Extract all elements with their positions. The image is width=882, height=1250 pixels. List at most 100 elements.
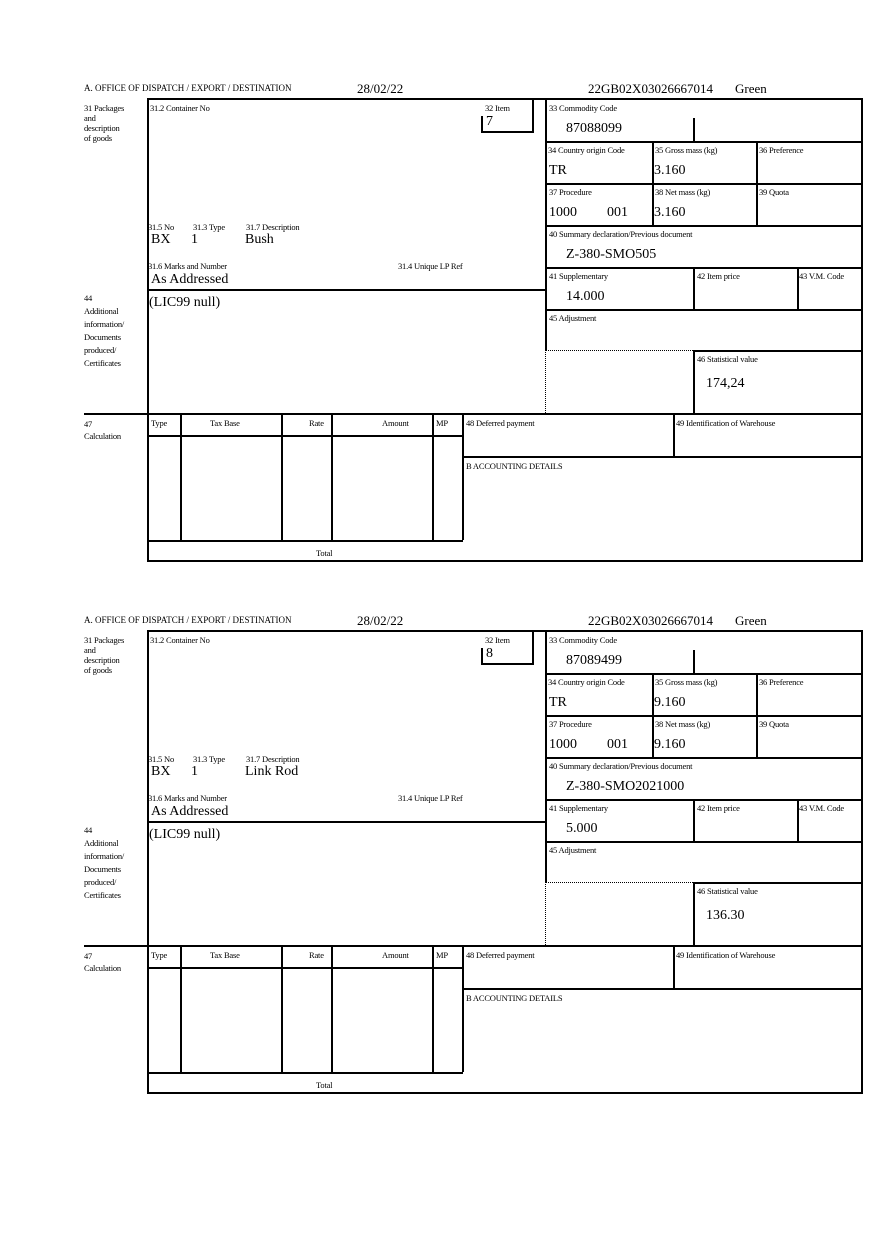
box47-label: 47 Calculation xyxy=(84,419,121,441)
frame-right-line xyxy=(861,630,863,1093)
adjustment-label: 45 Adjustment xyxy=(549,845,597,855)
row-divider xyxy=(693,882,862,884)
container-label: 31.2 Container No xyxy=(150,103,210,113)
summary-label: 40 Summary declaration/Previous document xyxy=(549,761,693,771)
quota-label: 39 Quota xyxy=(759,719,789,729)
adjustment-label: 45 Adjustment xyxy=(549,313,597,323)
procedure-code: 1000 xyxy=(549,737,577,752)
row-divider xyxy=(462,988,862,990)
commodity-label: 33 Commodity Code xyxy=(549,635,617,645)
summary-label: 40 Summary declaration/Previous document xyxy=(549,229,693,239)
gross-label: 35 Gross mass (kg) xyxy=(655,145,718,155)
calc-header-line xyxy=(147,967,462,969)
frame-right-line xyxy=(861,98,863,561)
cell-divider xyxy=(693,350,695,413)
quota-label: 39 Quota xyxy=(759,187,789,197)
statistical-label: 46 Statistical value xyxy=(697,886,758,896)
procedure-label: 37 Procedure xyxy=(549,187,592,197)
total-label: Total xyxy=(316,1080,333,1090)
gross-mass: 3.160 xyxy=(654,163,686,178)
origin-label: 34 Country origin Code xyxy=(548,677,625,687)
frame-top-line xyxy=(147,630,863,632)
item-price-label: 42 Item price xyxy=(697,803,740,813)
description-label: 31.7 Description xyxy=(246,754,300,764)
net-label: 38 Net mass (kg) xyxy=(655,719,711,729)
calc-column-line xyxy=(180,945,182,1072)
row-divider xyxy=(462,456,862,458)
cell-divider xyxy=(756,673,758,757)
vm-code-label: 43 V.M. Code xyxy=(799,803,844,813)
row-divider xyxy=(545,267,862,269)
cell-divider xyxy=(652,673,654,757)
packages-no: BX xyxy=(151,764,171,779)
dotted-divider xyxy=(545,350,693,351)
supplementary-value: 5.000 xyxy=(566,821,598,836)
packages-type: 1 xyxy=(191,764,198,779)
no-label: 31.5 No xyxy=(148,222,174,232)
statistical-value: 136.30 xyxy=(706,908,745,923)
supplementary-value: 14.000 xyxy=(566,289,605,304)
accounting-label: B ACCOUNTING DETAILS xyxy=(466,993,563,1003)
frame-bottom-line xyxy=(147,560,863,562)
preference-label: 36 Preference xyxy=(759,145,804,155)
cell-divider xyxy=(652,141,654,225)
calc-total-line xyxy=(147,1072,463,1074)
summary-document: Z-380-SMO505 xyxy=(566,247,657,262)
item-box-line xyxy=(481,131,534,133)
cell-divider xyxy=(693,882,695,945)
row-divider xyxy=(693,350,862,352)
net-mass: 3.160 xyxy=(654,205,686,220)
item-number: 7 xyxy=(486,114,493,129)
route-status: Green xyxy=(735,81,767,96)
item-label: 32 Item xyxy=(485,103,510,113)
calc-header-rate: Rate xyxy=(309,418,324,428)
calc-header-mp: MP xyxy=(436,418,448,428)
procedure-extra: 001 xyxy=(607,205,628,220)
calc-header-rate: Rate xyxy=(309,950,324,960)
calc-header-line xyxy=(147,435,462,437)
supplementary-label: 41 Supplementary xyxy=(549,803,608,813)
row-divider xyxy=(545,673,862,675)
item-price-label: 42 Item price xyxy=(697,271,740,281)
row-divider xyxy=(545,757,862,759)
cell-divider xyxy=(673,413,675,456)
marks-value: As Addressed xyxy=(151,804,229,819)
goods-description: Link Rod xyxy=(245,764,299,779)
calc-column-line xyxy=(281,413,283,540)
row-divider xyxy=(545,799,862,801)
statistical-value: 174,24 xyxy=(706,376,745,391)
declaration-item-block: A. OFFICE OF DISPATCH / EXPORT / DESTINA… xyxy=(0,612,882,1112)
item-box-line xyxy=(532,100,534,132)
cell-divider xyxy=(693,118,695,141)
frame-left-line xyxy=(147,98,149,561)
box47-label: 47 Calculation xyxy=(84,951,121,973)
commodity-code: 87088099 xyxy=(566,121,622,136)
row-divider xyxy=(147,821,545,823)
cell-divider xyxy=(756,141,758,225)
packages-no: BX xyxy=(151,232,171,247)
unique-ref-label: 31.4 Unique LP Ref xyxy=(398,261,463,271)
commodity-label: 33 Commodity Code xyxy=(549,103,617,113)
gross-mass: 9.160 xyxy=(654,695,686,710)
origin-code: TR xyxy=(549,695,567,710)
item-box-line xyxy=(532,632,534,664)
summary-document: Z-380-SMO2021000 xyxy=(566,779,685,794)
office-label: A. OFFICE OF DISPATCH / EXPORT / DESTINA… xyxy=(84,615,292,625)
packages-type: 1 xyxy=(191,232,198,247)
calc-header-amount: Amount xyxy=(382,418,409,428)
cell-divider xyxy=(693,799,695,841)
warehouse-label: 49 Identification of Warehouse xyxy=(676,950,776,960)
calc-column-line xyxy=(462,945,464,1072)
deferred-label: 48 Deferred payment xyxy=(466,950,535,960)
procedure-label: 37 Procedure xyxy=(549,719,592,729)
marks-label: 31.6 Marks and Number xyxy=(148,793,227,803)
box44-label: 44 Additional information/ Documents pro… xyxy=(84,825,125,900)
item-box-line xyxy=(481,663,534,665)
calc-total-line xyxy=(147,540,463,542)
calc-column-line xyxy=(432,413,434,540)
calc-column-line xyxy=(331,413,333,540)
no-label: 31.5 No xyxy=(148,754,174,764)
type-label: 31.3 Type xyxy=(193,754,225,764)
vm-code-label: 43 V.M. Code xyxy=(799,271,844,281)
